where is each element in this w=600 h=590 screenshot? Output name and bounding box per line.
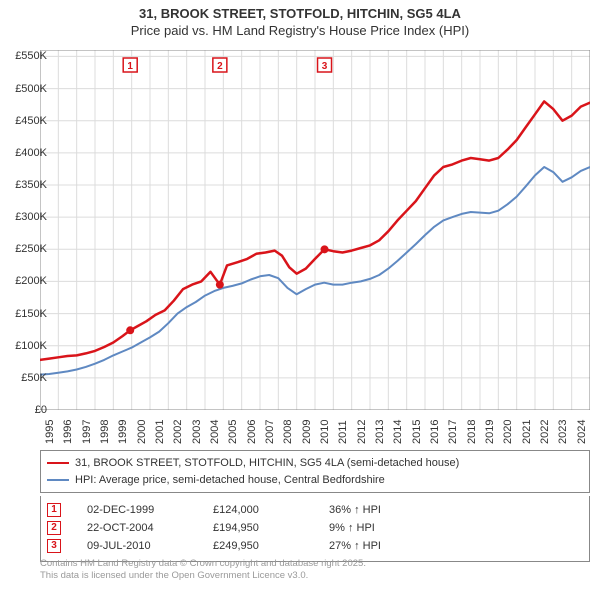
x-tick-label: 2023 xyxy=(557,420,569,444)
x-tick-label: 2019 xyxy=(484,420,496,444)
legend-row-hpi: HPI: Average price, semi-detached house,… xyxy=(47,472,583,489)
footer-line1: Contains HM Land Registry data © Crown c… xyxy=(40,558,366,570)
x-tick-label: 2015 xyxy=(411,420,423,444)
x-tick-label: 1996 xyxy=(62,420,74,444)
legend-row-property: 31, BROOK STREET, STOTFOLD, HITCHIN, SG5… xyxy=(47,455,583,472)
sales-row: 2 22-OCT-2004 £194,950 9% ↑ HPI xyxy=(47,519,583,537)
sale-marker-box: 3 xyxy=(47,539,61,553)
legend-swatch-property xyxy=(47,462,69,464)
sale-marker-box: 2 xyxy=(47,521,61,535)
sale-price: £124,000 xyxy=(213,504,303,516)
y-tick-label: £550K xyxy=(15,50,47,62)
x-tick-label: 2000 xyxy=(136,420,148,444)
sale-hpi: 36% ↑ HPI xyxy=(329,504,429,516)
legend-label-property: 31, BROOK STREET, STOTFOLD, HITCHIN, SG5… xyxy=(75,455,459,472)
sale-date: 22-OCT-2004 xyxy=(87,522,187,534)
sale-price: £194,950 xyxy=(213,522,303,534)
x-tick-label: 2011 xyxy=(337,420,349,444)
x-tick-label: 2003 xyxy=(191,420,203,444)
sale-date: 09-JUL-2010 xyxy=(87,540,187,552)
title-address: 31, BROOK STREET, STOTFOLD, HITCHIN, SG5… xyxy=(0,6,600,23)
x-tick-label: 2024 xyxy=(576,420,588,444)
svg-text:2: 2 xyxy=(217,61,223,72)
svg-text:3: 3 xyxy=(322,61,328,72)
x-tick-label: 2006 xyxy=(246,420,258,444)
sale-marker-box: 1 xyxy=(47,503,61,517)
y-tick-label: £500K xyxy=(15,83,47,95)
y-tick-label: £150K xyxy=(15,308,47,320)
y-tick-label: £300K xyxy=(15,211,47,223)
y-tick-label: £350K xyxy=(15,179,47,191)
y-tick-label: £400K xyxy=(15,147,47,159)
legend-swatch-hpi xyxy=(47,479,69,481)
footer: Contains HM Land Registry data © Crown c… xyxy=(40,558,366,583)
legend-label-hpi: HPI: Average price, semi-detached house,… xyxy=(75,472,385,489)
x-tick-label: 2018 xyxy=(466,420,478,444)
x-tick-label: 2008 xyxy=(282,420,294,444)
title-block: 31, BROOK STREET, STOTFOLD, HITCHIN, SG5… xyxy=(0,0,600,40)
x-tick-label: 2017 xyxy=(447,420,459,444)
sale-price: £249,950 xyxy=(213,540,303,552)
x-tick-label: 2012 xyxy=(356,420,368,444)
y-tick-label: £200K xyxy=(15,275,47,287)
price-chart: 1 2 3 xyxy=(40,50,590,410)
sales-table: 1 02-DEC-1999 £124,000 36% ↑ HPI 2 22-OCT-200… xyxy=(40,496,590,562)
x-tick-label: 2001 xyxy=(154,420,166,444)
x-tick-label: 2020 xyxy=(502,420,514,444)
x-tick-label: 1998 xyxy=(99,420,111,444)
x-tick-label: 2016 xyxy=(429,420,441,444)
x-tick-label: 1997 xyxy=(81,420,93,444)
x-tick-label: 2022 xyxy=(539,420,551,444)
x-tick-label: 2004 xyxy=(209,420,221,444)
y-tick-label: £0 xyxy=(35,404,47,416)
x-tick-label: 2007 xyxy=(264,420,276,444)
sale-hpi: 27% ↑ HPI xyxy=(329,540,429,552)
x-tick-label: 2021 xyxy=(521,420,533,444)
legend: 31, BROOK STREET, STOTFOLD, HITCHIN, SG5… xyxy=(40,450,590,493)
x-tick-label: 2010 xyxy=(319,420,331,444)
x-tick-label: 2009 xyxy=(301,420,313,444)
sale-date: 02-DEC-1999 xyxy=(87,504,187,516)
footer-line2: This data is licensed under the Open Gov… xyxy=(40,570,366,582)
x-tick-label: 2014 xyxy=(392,420,404,444)
y-tick-label: £100K xyxy=(15,340,47,352)
sales-row: 3 09-JUL-2010 £249,950 27% ↑ HPI xyxy=(47,537,583,555)
x-tick-label: 1995 xyxy=(44,420,56,444)
x-tick-label: 2013 xyxy=(374,420,386,444)
x-tick-label: 2005 xyxy=(227,420,239,444)
y-tick-label: £450K xyxy=(15,115,47,127)
x-tick-label: 2002 xyxy=(172,420,184,444)
x-tick-label: 1999 xyxy=(117,420,129,444)
chart-container: 31, BROOK STREET, STOTFOLD, HITCHIN, SG5… xyxy=(0,0,600,590)
y-tick-label: £250K xyxy=(15,243,47,255)
title-subtitle: Price paid vs. HM Land Registry's House … xyxy=(0,23,600,40)
sales-row: 1 02-DEC-1999 £124,000 36% ↑ HPI xyxy=(47,501,583,519)
y-tick-label: £50K xyxy=(21,372,47,384)
sale-hpi: 9% ↑ HPI xyxy=(329,522,429,534)
svg-text:1: 1 xyxy=(127,61,133,72)
